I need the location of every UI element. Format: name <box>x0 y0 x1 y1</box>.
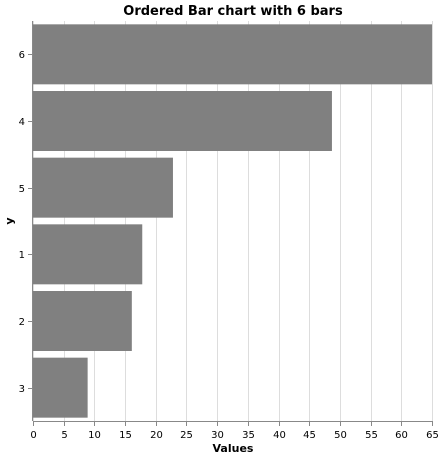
x-tick-label: 25 <box>180 430 193 441</box>
y-tick-label: 5 <box>19 184 25 195</box>
x-tick-label: 55 <box>365 430 378 441</box>
x-tick-label: 20 <box>150 430 163 441</box>
x-tick-label: 5 <box>61 430 67 441</box>
x-tick-label: 65 <box>426 430 439 441</box>
y-tick-label: 6 <box>19 50 25 61</box>
x-tick-label: 15 <box>119 430 132 441</box>
x-tick-label: 10 <box>88 430 101 441</box>
bar-4 <box>33 91 332 151</box>
x-tick-label: 40 <box>273 430 286 441</box>
bar-2 <box>33 291 132 351</box>
x-tick-label: 30 <box>211 430 224 441</box>
x-tick-label: 50 <box>334 430 347 441</box>
bar-5 <box>33 157 173 218</box>
bar-1 <box>33 224 143 285</box>
bar-3 <box>33 357 88 418</box>
x-tick-label: 60 <box>395 430 408 441</box>
x-axis-title: Values <box>213 442 254 455</box>
grid <box>33 21 433 421</box>
bar-6 <box>33 24 432 85</box>
x-tick-label: 35 <box>242 430 255 441</box>
y-tick-label: 3 <box>19 384 25 395</box>
y-tick-label: 1 <box>19 250 25 261</box>
x-tick-label: 45 <box>303 430 316 441</box>
chart-title: Ordered Bar chart with 6 bars <box>123 4 343 19</box>
y-axis-title: y <box>3 217 16 224</box>
y-tick-label: 2 <box>19 317 25 328</box>
x-tick-label: 0 <box>30 430 36 441</box>
y-tick-label: 4 <box>19 117 25 128</box>
bars <box>33 24 432 418</box>
